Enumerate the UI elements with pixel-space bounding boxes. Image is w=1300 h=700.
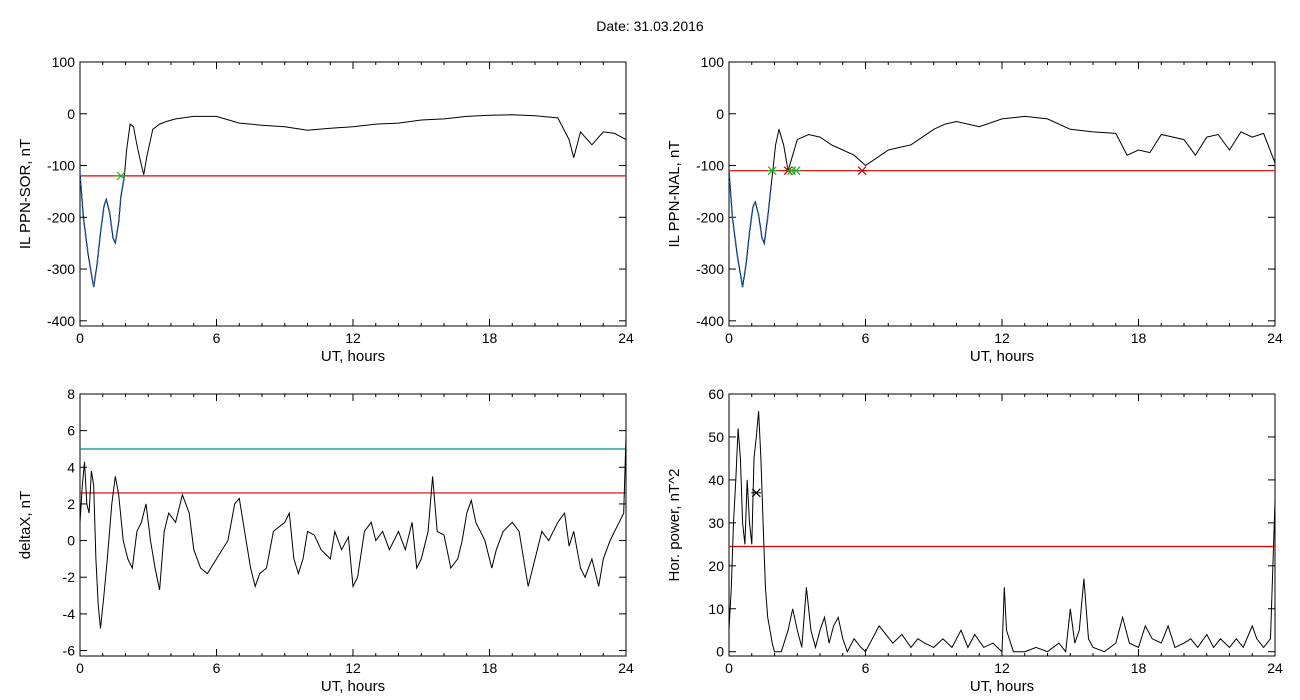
x-axis-label: UT, hours [321, 678, 385, 695]
y-tick-label: 4 [67, 459, 75, 475]
x-tick-label: 18 [482, 330, 498, 346]
y-tick-label: -4 [63, 606, 76, 622]
x-tick-label: 6 [862, 330, 870, 346]
plot-frame [79, 61, 627, 327]
y-tick-label: 8 [67, 386, 75, 402]
x-tick-label: 12 [345, 660, 361, 676]
y-tick-label: 50 [708, 429, 724, 445]
data-layer [80, 436, 626, 629]
series-line [80, 114, 626, 288]
marker-black [751, 488, 762, 498]
y-tick-label: -200 [696, 209, 724, 225]
x-tick-label: 24 [1267, 660, 1283, 676]
x-tick-label: 18 [1131, 330, 1147, 346]
x-tick-label: 0 [725, 330, 733, 346]
y-tick-label: 2 [67, 496, 75, 512]
y-tick-label: -6 [63, 643, 76, 659]
x-tick-label: 24 [618, 330, 634, 346]
series-line [80, 436, 626, 629]
y-tick-label: -300 [47, 261, 75, 277]
marker-green [791, 166, 802, 176]
data-layer [729, 411, 1275, 653]
y-tick-label: 30 [708, 515, 724, 531]
marker-green [115, 171, 126, 181]
x-tick-label: 24 [618, 660, 634, 676]
y-tick-label: 100 [52, 54, 76, 70]
x-tick-label: 18 [482, 660, 498, 676]
x-tick-label: 0 [76, 660, 84, 676]
panel-ppn-nal: 0 6 12 18 24 -400 -300 -200 -100 0 100 UT, hours IL … [666, 54, 1283, 365]
panel-hor-power: 0 6 12 18 24 0 10 20 30 40 50 60 UT, hours Hor. power… [666, 386, 1283, 695]
y-tick-label: -100 [47, 158, 75, 174]
y-tick-label: -100 [696, 158, 724, 174]
y-tick-label: -400 [696, 313, 724, 329]
x-tick-label: 24 [1267, 330, 1283, 346]
y-axis-label: IL PPN-SOR, nT [17, 139, 34, 249]
page-title: Date: 31.03.2016 [596, 18, 704, 34]
y-tick-label: 20 [708, 558, 724, 574]
y-tick-label: 0 [716, 106, 724, 122]
y-tick-label: 60 [708, 386, 724, 402]
y-tick-label: 0 [67, 106, 75, 122]
plot-frame [79, 393, 627, 657]
y-tick-label: -200 [47, 209, 75, 225]
x-tick-label: 12 [994, 660, 1010, 676]
series-line [729, 411, 1275, 653]
y-axis-label: Hor. power, nT^2 [666, 469, 683, 582]
y-tick-label: -400 [47, 313, 75, 329]
panel-ppn-sor: 0 6 12 18 24 -400 -300 -200 -100 0 100 UT, hours IL … [17, 54, 634, 365]
x-tick-label: 12 [994, 330, 1010, 346]
x-tick-label: 0 [76, 330, 84, 346]
x-axis-label: UT, hours [970, 678, 1034, 695]
x-tick-label: 12 [345, 330, 361, 346]
y-tick-label: 0 [716, 644, 724, 660]
x-tick-label: 0 [725, 660, 733, 676]
y-tick-label: 10 [708, 601, 724, 617]
x-tick-label: 6 [213, 330, 221, 346]
marker-green [767, 166, 778, 176]
y-axis-label: deltaX, nT [17, 491, 34, 559]
marker-red [857, 166, 868, 176]
x-axis-label: UT, hours [321, 348, 385, 365]
x-tick-label: 6 [213, 660, 221, 676]
data-layer [729, 115, 1275, 288]
y-tick-label: 0 [67, 533, 75, 549]
fit-line [80, 173, 126, 288]
y-tick-label: -300 [696, 261, 724, 277]
y-axis-label: IL PPN-NAL, nT [666, 141, 683, 248]
y-tick-label: -2 [63, 569, 76, 585]
data-layer [80, 114, 626, 288]
plot-frame [728, 61, 1276, 327]
y-tick-label: 40 [708, 472, 724, 488]
plot-frame [728, 393, 1276, 657]
x-tick-label: 18 [1131, 660, 1147, 676]
x-axis-label: UT, hours [970, 348, 1034, 365]
series-line [729, 115, 1275, 288]
x-tick-label: 6 [862, 660, 870, 676]
y-tick-label: 6 [67, 423, 75, 439]
y-tick-label: 100 [701, 54, 725, 70]
fit-line [729, 170, 772, 288]
